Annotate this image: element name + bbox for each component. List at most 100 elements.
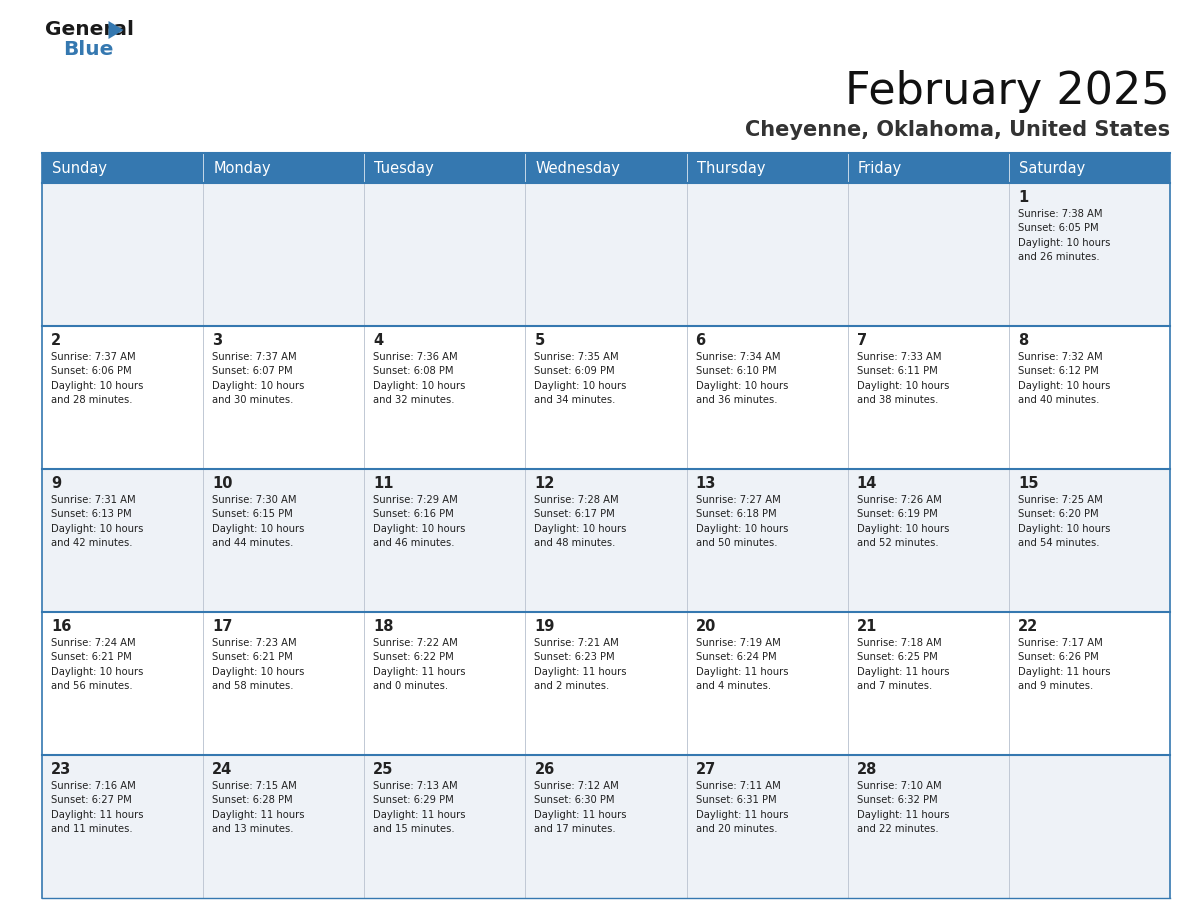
Text: Sunday: Sunday [52,161,107,175]
Bar [687,153,848,183]
Text: Monday: Monday [213,161,271,175]
Text: Sunrise: 7:24 AM
Sunset: 6:21 PM
Daylight: 10 hours
and 56 minutes.: Sunrise: 7:24 AM Sunset: 6:21 PM Dayligh… [51,638,144,691]
Text: Sunrise: 7:22 AM
Sunset: 6:22 PM
Daylight: 11 hours
and 0 minutes.: Sunrise: 7:22 AM Sunset: 6:22 PM Dayligh… [373,638,466,691]
Text: General: General [45,20,134,39]
Text: Sunrise: 7:15 AM
Sunset: 6:28 PM
Daylight: 11 hours
and 13 minutes.: Sunrise: 7:15 AM Sunset: 6:28 PM Dayligh… [213,781,304,834]
Text: 24: 24 [213,762,233,777]
Bar [1009,612,1170,755]
Text: 19: 19 [535,619,555,634]
Text: 13: 13 [695,476,716,491]
Text: Sunrise: 7:27 AM
Sunset: 6:18 PM
Daylight: 10 hours
and 50 minutes.: Sunrise: 7:27 AM Sunset: 6:18 PM Dayligh… [695,495,788,548]
Text: 6: 6 [695,333,706,348]
Bar [848,612,1009,755]
Bar [365,612,525,755]
Text: Sunrise: 7:18 AM
Sunset: 6:25 PM
Daylight: 11 hours
and 7 minutes.: Sunrise: 7:18 AM Sunset: 6:25 PM Dayligh… [857,638,949,691]
Bar [848,183,1009,326]
Text: Sunrise: 7:29 AM
Sunset: 6:16 PM
Daylight: 10 hours
and 46 minutes.: Sunrise: 7:29 AM Sunset: 6:16 PM Dayligh… [373,495,466,548]
Text: Sunrise: 7:17 AM
Sunset: 6:26 PM
Daylight: 11 hours
and 9 minutes.: Sunrise: 7:17 AM Sunset: 6:26 PM Dayligh… [1018,638,1111,691]
Text: 11: 11 [373,476,393,491]
Text: 2: 2 [51,333,61,348]
Bar [525,153,687,183]
Bar [203,469,365,612]
Bar [42,326,203,469]
Bar [42,469,203,612]
Bar [525,755,687,898]
Text: 14: 14 [857,476,877,491]
Text: 15: 15 [1018,476,1038,491]
Text: Sunrise: 7:36 AM
Sunset: 6:08 PM
Daylight: 10 hours
and 32 minutes.: Sunrise: 7:36 AM Sunset: 6:08 PM Dayligh… [373,352,466,405]
Text: Sunrise: 7:26 AM
Sunset: 6:19 PM
Daylight: 10 hours
and 52 minutes.: Sunrise: 7:26 AM Sunset: 6:19 PM Dayligh… [857,495,949,548]
Bar [365,326,525,469]
Bar [1009,469,1170,612]
Bar [848,326,1009,469]
Text: Sunrise: 7:34 AM
Sunset: 6:10 PM
Daylight: 10 hours
and 36 minutes.: Sunrise: 7:34 AM Sunset: 6:10 PM Dayligh… [695,352,788,405]
Bar [42,755,203,898]
Text: 20: 20 [695,619,716,634]
Text: Sunrise: 7:19 AM
Sunset: 6:24 PM
Daylight: 11 hours
and 4 minutes.: Sunrise: 7:19 AM Sunset: 6:24 PM Dayligh… [695,638,788,691]
Bar [525,183,687,326]
Text: Saturday: Saturday [1019,161,1085,175]
Text: Sunrise: 7:10 AM
Sunset: 6:32 PM
Daylight: 11 hours
and 22 minutes.: Sunrise: 7:10 AM Sunset: 6:32 PM Dayligh… [857,781,949,834]
Bar [687,612,848,755]
Text: Sunrise: 7:23 AM
Sunset: 6:21 PM
Daylight: 10 hours
and 58 minutes.: Sunrise: 7:23 AM Sunset: 6:21 PM Dayligh… [213,638,304,691]
Bar [687,469,848,612]
Text: Sunrise: 7:13 AM
Sunset: 6:29 PM
Daylight: 11 hours
and 15 minutes.: Sunrise: 7:13 AM Sunset: 6:29 PM Dayligh… [373,781,466,834]
Text: 27: 27 [695,762,716,777]
Text: 26: 26 [535,762,555,777]
Bar [365,153,525,183]
Text: Sunrise: 7:28 AM
Sunset: 6:17 PM
Daylight: 10 hours
and 48 minutes.: Sunrise: 7:28 AM Sunset: 6:17 PM Dayligh… [535,495,627,548]
Bar [203,326,365,469]
Text: Sunrise: 7:21 AM
Sunset: 6:23 PM
Daylight: 11 hours
and 2 minutes.: Sunrise: 7:21 AM Sunset: 6:23 PM Dayligh… [535,638,627,691]
Text: Blue: Blue [63,40,113,59]
Text: Sunrise: 7:25 AM
Sunset: 6:20 PM
Daylight: 10 hours
and 54 minutes.: Sunrise: 7:25 AM Sunset: 6:20 PM Dayligh… [1018,495,1111,548]
Bar [203,153,365,183]
Bar [42,183,203,326]
Bar [203,183,365,326]
Text: Thursday: Thursday [696,161,765,175]
Bar [42,612,203,755]
Text: 22: 22 [1018,619,1038,634]
Text: 10: 10 [213,476,233,491]
Bar [1009,183,1170,326]
Bar [42,153,203,183]
Bar [848,469,1009,612]
Bar [1009,755,1170,898]
Text: 25: 25 [373,762,393,777]
Bar [365,755,525,898]
Text: Cheyenne, Oklahoma, United States: Cheyenne, Oklahoma, United States [745,120,1170,140]
Text: Sunrise: 7:16 AM
Sunset: 6:27 PM
Daylight: 11 hours
and 11 minutes.: Sunrise: 7:16 AM Sunset: 6:27 PM Dayligh… [51,781,144,834]
Text: Sunrise: 7:31 AM
Sunset: 6:13 PM
Daylight: 10 hours
and 42 minutes.: Sunrise: 7:31 AM Sunset: 6:13 PM Dayligh… [51,495,144,548]
Text: 12: 12 [535,476,555,491]
Bar [525,469,687,612]
Text: Sunrise: 7:33 AM
Sunset: 6:11 PM
Daylight: 10 hours
and 38 minutes.: Sunrise: 7:33 AM Sunset: 6:11 PM Dayligh… [857,352,949,405]
Bar [848,153,1009,183]
Text: Wednesday: Wednesday [536,161,620,175]
Text: Sunrise: 7:11 AM
Sunset: 6:31 PM
Daylight: 11 hours
and 20 minutes.: Sunrise: 7:11 AM Sunset: 6:31 PM Dayligh… [695,781,788,834]
Text: 5: 5 [535,333,544,348]
Text: 21: 21 [857,619,877,634]
Bar [365,183,525,326]
Polygon shape [108,21,124,39]
Bar [525,612,687,755]
Bar [1009,326,1170,469]
Text: Sunrise: 7:32 AM
Sunset: 6:12 PM
Daylight: 10 hours
and 40 minutes.: Sunrise: 7:32 AM Sunset: 6:12 PM Dayligh… [1018,352,1111,405]
Bar [365,469,525,612]
Text: 28: 28 [857,762,877,777]
Text: Sunrise: 7:35 AM
Sunset: 6:09 PM
Daylight: 10 hours
and 34 minutes.: Sunrise: 7:35 AM Sunset: 6:09 PM Dayligh… [535,352,627,405]
Text: Sunrise: 7:30 AM
Sunset: 6:15 PM
Daylight: 10 hours
and 44 minutes.: Sunrise: 7:30 AM Sunset: 6:15 PM Dayligh… [213,495,304,548]
Bar [687,183,848,326]
Text: 8: 8 [1018,333,1028,348]
Text: February 2025: February 2025 [846,70,1170,113]
Text: 4: 4 [373,333,384,348]
Text: 3: 3 [213,333,222,348]
Text: 9: 9 [51,476,61,491]
Bar [848,755,1009,898]
Bar [687,326,848,469]
Bar [1009,153,1170,183]
Text: 23: 23 [51,762,71,777]
Bar [525,326,687,469]
Bar [203,612,365,755]
Text: 18: 18 [373,619,393,634]
Bar [687,755,848,898]
Text: Sunrise: 7:12 AM
Sunset: 6:30 PM
Daylight: 11 hours
and 17 minutes.: Sunrise: 7:12 AM Sunset: 6:30 PM Dayligh… [535,781,627,834]
